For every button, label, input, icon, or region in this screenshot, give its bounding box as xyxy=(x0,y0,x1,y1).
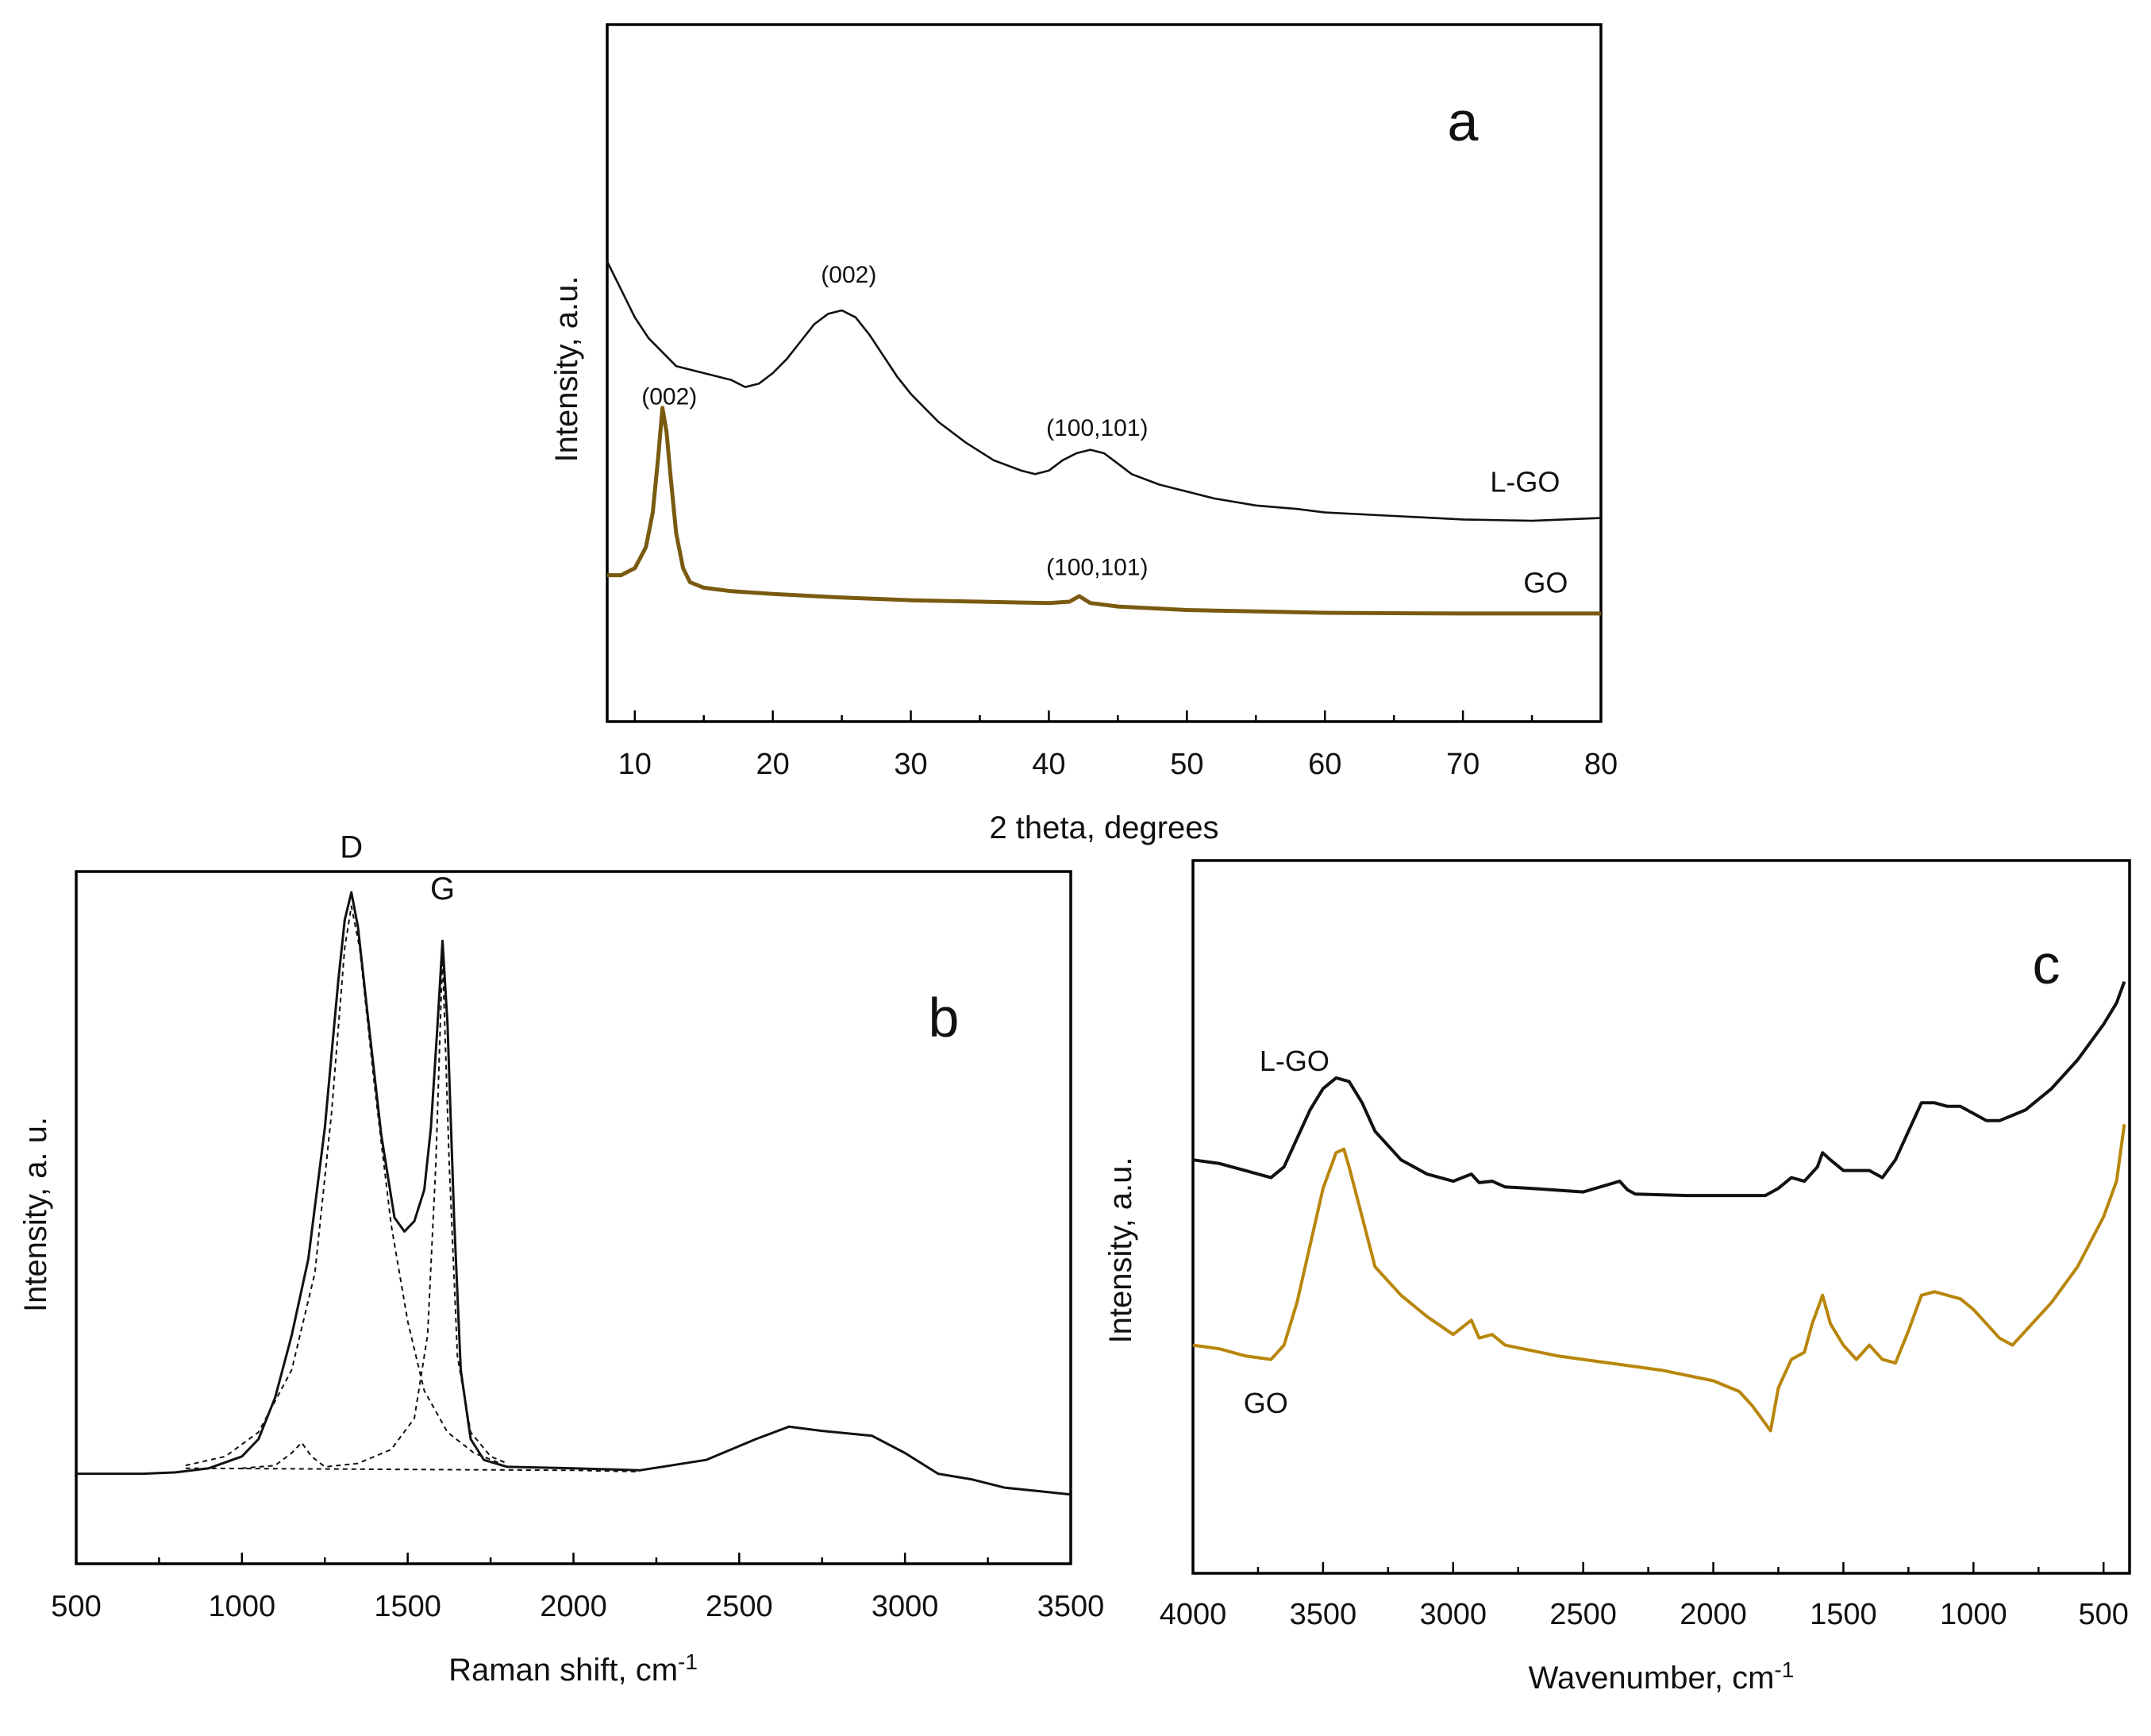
panel-c-x-axis-title-text: Wavenumber, cm xyxy=(1529,1661,1775,1696)
panel-c-series-l-go-line xyxy=(1192,981,2126,1198)
panel-a-x-ticks: 10 20 30 40 50 60 70 80 xyxy=(618,710,1618,781)
panel-b-frame xyxy=(75,870,1072,1565)
panel-b-series xyxy=(76,891,1072,1496)
panel-a-x-axis-title: 2 theta, degrees xyxy=(989,810,1218,845)
panel-c: 4000 3500 3000 2500 2000 1500 1000 500 L-GO GO c… xyxy=(1103,859,2131,1696)
panel-b-series-fit-3-line xyxy=(185,1467,641,1472)
panel-b: 500 1000 1500 2000 2500 3000 3500 DG b Raman s… xyxy=(18,830,1104,1688)
panel-c-x-axis-title: Wavenumber, cm-1 xyxy=(1529,1657,1795,1696)
panel-a: 10 20 30 40 50 60 70 80 (002) (002) (100,101) (100… xyxy=(549,23,1618,845)
panel-c-x-tick-label: 4000 xyxy=(1160,1598,1227,1631)
panel-a-annotation: (100,101) xyxy=(1046,555,1148,581)
panel-c-x-axis-title-sup: -1 xyxy=(1774,1657,1794,1682)
panel-c-series-label-l-go: L-GO xyxy=(1260,1045,1329,1077)
panel-a-annotations: (002) (002) (100,101) (100,101) L-GO GO xyxy=(641,262,1568,599)
panel-b-x-axis-title-text: Raman shift, cm xyxy=(448,1653,678,1688)
panel-a-letter: a xyxy=(1448,90,1479,152)
panel-c-series xyxy=(1192,981,2126,1433)
panel-b-x-tick-label: 2500 xyxy=(706,1590,773,1623)
panel-b-series-fit-2-line xyxy=(241,953,508,1469)
panel-c-x-tick-label: 3500 xyxy=(1290,1598,1357,1631)
panel-c-annotations: L-GO GO xyxy=(1244,1045,1329,1419)
panel-c-letter: c xyxy=(2033,933,2061,995)
panel-b-letter: b xyxy=(929,987,960,1049)
panel-a-frame xyxy=(606,23,1603,723)
panel-a-series-label-l-go: L-GO xyxy=(1490,465,1560,498)
panel-b-series-fit-1-line xyxy=(185,905,501,1467)
panel-a-x-tick-label: 40 xyxy=(1032,748,1065,781)
panel-b-x-axis-title: Raman shift, cm-1 xyxy=(448,1649,698,1688)
panel-b-x-tick-label: 3000 xyxy=(872,1590,939,1623)
panel-a-annotation: (002) xyxy=(821,262,876,288)
panel-b-x-tick-label: 2000 xyxy=(540,1590,607,1623)
panel-c-series-label-go: GO xyxy=(1244,1387,1288,1419)
panel-a-x-tick-label: 80 xyxy=(1584,748,1618,781)
panel-b-y-axis-title: Intensity, a. u. xyxy=(18,1117,53,1312)
panel-a-annotation: (100,101) xyxy=(1046,415,1148,441)
panel-c-series-go-line xyxy=(1192,1124,2126,1433)
panel-b-annotation: D xyxy=(340,830,363,865)
panel-a-x-tick-label: 70 xyxy=(1446,748,1480,781)
panel-a-x-tick-label: 50 xyxy=(1170,748,1203,781)
panel-a-y-axis-title: Intensity, a.u. xyxy=(549,276,584,463)
panel-b-x-tick-label: 1000 xyxy=(209,1590,276,1623)
panel-b-x-tick-label: 500 xyxy=(51,1590,101,1623)
panel-a-series-label-go: GO xyxy=(1523,567,1568,599)
panel-c-x-tick-label: 2500 xyxy=(1549,1598,1617,1631)
panel-a-series-go-line xyxy=(607,406,1601,616)
panel-a-x-tick-label: 60 xyxy=(1308,748,1341,781)
panel-b-series-spectrum-line xyxy=(76,891,1072,1496)
panel-c-frame xyxy=(1191,859,2131,1575)
panel-a-series-l-go-line xyxy=(606,260,1602,522)
panel-c-y-axis-title: Intensity, a.u. xyxy=(1103,1157,1138,1344)
panel-c-x-tick-label: 500 xyxy=(2079,1598,2129,1631)
panel-c-x-tick-label: 1500 xyxy=(1810,1598,1877,1631)
panel-b-x-tick-label: 3500 xyxy=(1037,1590,1105,1623)
panel-c-x-tick-label: 1000 xyxy=(1940,1598,2007,1631)
panel-b-annotation: G xyxy=(430,872,455,906)
panel-c-x-tick-label: 2000 xyxy=(1680,1598,1747,1631)
panel-a-x-tick-label: 10 xyxy=(618,748,652,781)
panel-b-x-axis-title-sup: -1 xyxy=(678,1649,698,1674)
panel-a-annotation: (002) xyxy=(641,384,697,410)
panel-a-x-tick-label: 20 xyxy=(756,748,790,781)
panel-b-x-ticks: 500 1000 1500 2000 2500 3000 3500 xyxy=(51,1553,1104,1623)
panel-a-x-tick-label: 30 xyxy=(894,748,927,781)
panel-c-x-ticks: 4000 3500 3000 2500 2000 1500 1000 500 xyxy=(1160,1562,2129,1631)
panel-a-series xyxy=(606,260,1602,616)
panel-c-x-tick-label: 3000 xyxy=(1420,1598,1487,1631)
panel-b-annotations: DG xyxy=(340,830,455,906)
panel-b-x-tick-label: 1500 xyxy=(374,1590,441,1623)
